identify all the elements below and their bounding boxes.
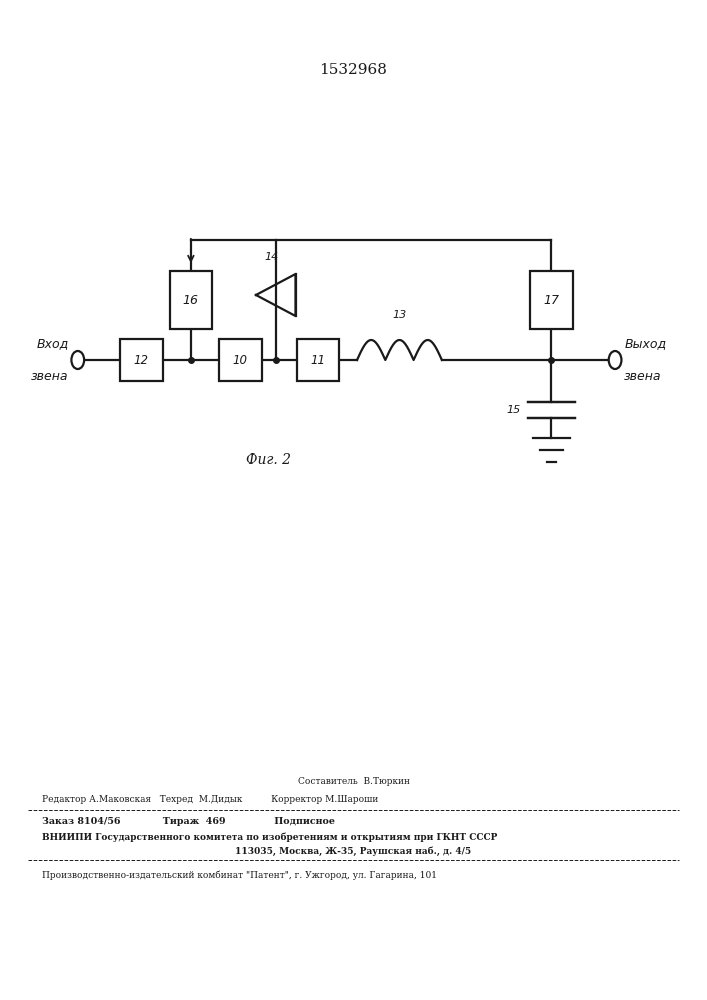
- Text: 113035, Москва, Ж-35, Раушская наб., д. 4/5: 113035, Москва, Ж-35, Раушская наб., д. …: [235, 846, 472, 856]
- Text: Выход: Выход: [624, 337, 667, 350]
- Text: Составитель  В.Тюркин: Составитель В.Тюркин: [298, 778, 409, 786]
- Text: 16: 16: [183, 294, 199, 306]
- FancyBboxPatch shape: [530, 271, 573, 329]
- Text: Заказ 8104/56             Тираж  469               Подписное: Заказ 8104/56 Тираж 469 Подписное: [42, 818, 335, 826]
- Text: Производственно-издательский комбинат "Патент", г. Ужгород, ул. Гагарина, 101: Производственно-издательский комбинат "П…: [42, 870, 438, 880]
- Text: Редактор А.Маковская   Техред  М.Дидык          Корректор М.Шароши: Редактор А.Маковская Техред М.Дидык Корр…: [42, 796, 379, 804]
- Text: 13: 13: [392, 310, 407, 320]
- Text: звена: звена: [624, 370, 662, 383]
- Text: ВНИИПИ Государственного комитета по изобретениям и открытиям при ГКНТ СССР: ВНИИПИ Государственного комитета по изоб…: [42, 832, 498, 842]
- Text: 14: 14: [264, 252, 279, 262]
- Text: 1532968: 1532968: [320, 63, 387, 77]
- FancyBboxPatch shape: [297, 339, 339, 381]
- Text: 12: 12: [134, 354, 149, 366]
- Text: 11: 11: [310, 354, 326, 366]
- Text: 10: 10: [233, 354, 248, 366]
- Text: Фиг. 2: Фиг. 2: [246, 453, 291, 467]
- Text: 17: 17: [544, 294, 559, 306]
- Text: 15: 15: [507, 405, 521, 415]
- FancyBboxPatch shape: [120, 339, 163, 381]
- Text: звена: звена: [31, 370, 69, 383]
- Text: Вход: Вход: [36, 337, 69, 350]
- FancyBboxPatch shape: [219, 339, 262, 381]
- FancyBboxPatch shape: [170, 271, 212, 329]
